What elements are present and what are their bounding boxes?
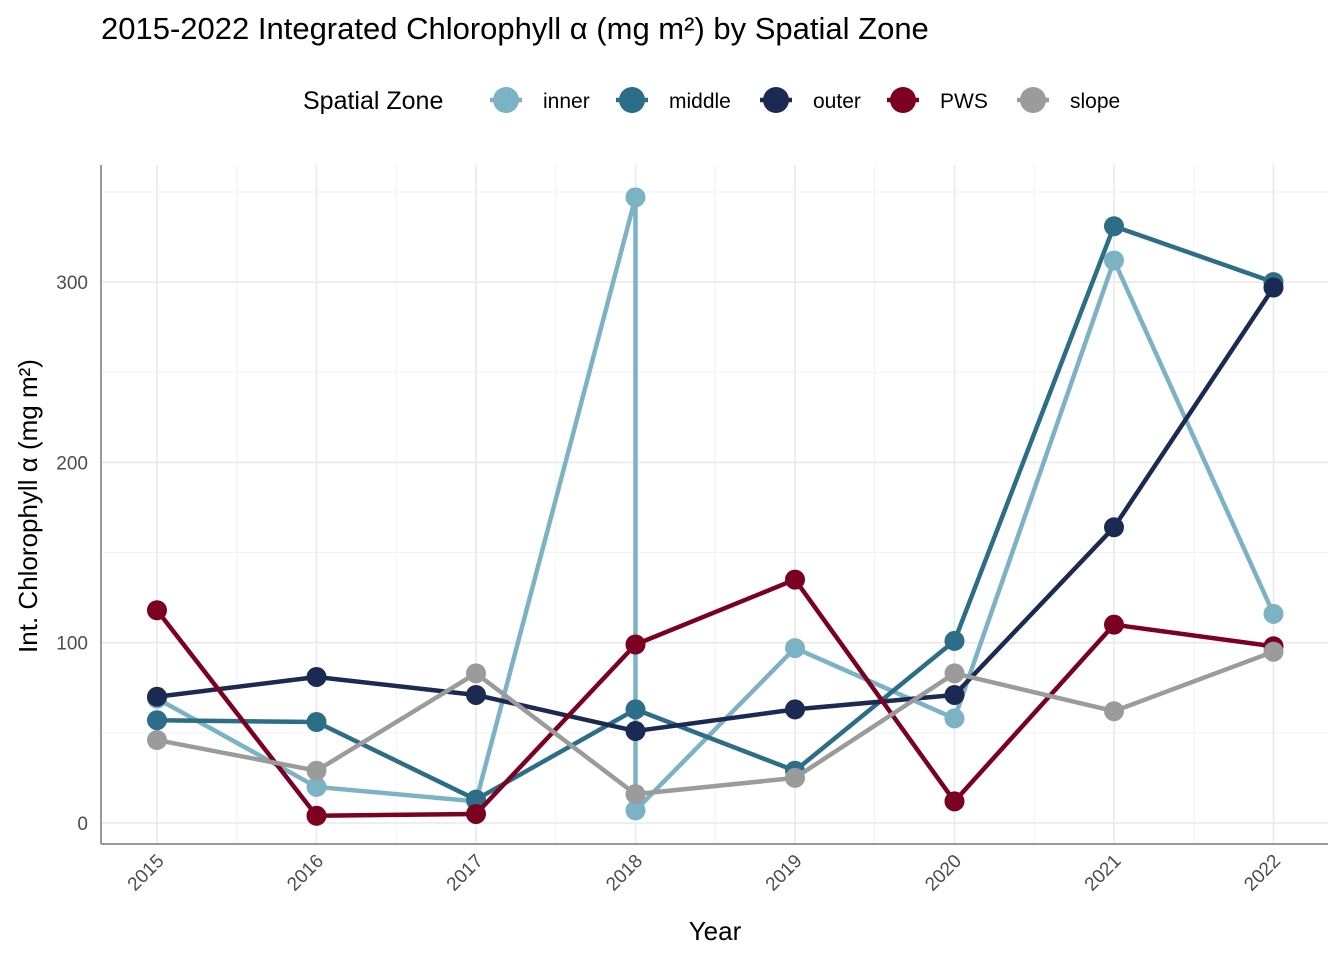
data-point (466, 803, 486, 824)
data-point (1263, 603, 1284, 624)
data-point (306, 666, 327, 687)
data-point (944, 708, 965, 729)
legend-label: outer (813, 90, 861, 113)
data-point (944, 630, 965, 651)
legend-label: PWS (940, 90, 988, 113)
data-point (625, 784, 646, 805)
data-point (147, 686, 167, 707)
data-point (1104, 517, 1124, 538)
legend-label: middle (669, 90, 731, 113)
x-tick-label: 2021 (1081, 851, 1126, 896)
data-point (1104, 614, 1124, 635)
data-point (466, 684, 486, 705)
series-inner (147, 187, 1284, 821)
data-point (1263, 277, 1284, 298)
data-point (306, 712, 327, 733)
series-line-slope (154, 649, 1276, 797)
legend-key-point (493, 87, 519, 113)
data-point (1104, 216, 1124, 237)
data-point (785, 638, 805, 659)
chart-title: 2015-2022 Integrated Chlorophyll α (mg m… (101, 11, 929, 46)
data-point (785, 569, 805, 590)
x-tick-label: 2022 (1240, 851, 1285, 896)
series-outer (147, 277, 1284, 742)
data-point (147, 600, 167, 621)
data-point (1263, 641, 1284, 662)
legend-key-point (1020, 87, 1046, 113)
x-tick-label: 2015 (124, 851, 169, 896)
data-point (466, 789, 486, 810)
y-tick-label: 200 (56, 453, 88, 474)
data-point (625, 721, 646, 742)
data-point (147, 730, 167, 751)
data-point (1104, 701, 1124, 722)
legend-item-slope: slope (1017, 87, 1120, 113)
data-point (147, 710, 167, 731)
data-point (1104, 250, 1124, 271)
axes: 0 100 200 300 2015 2016 2017 2018 2019 2020 2021 20… (56, 165, 1328, 895)
x-axis-title: Year (689, 916, 742, 946)
legend-item-middle: middle (616, 87, 731, 113)
data-point (466, 663, 486, 684)
series-line-middle (154, 223, 1276, 802)
legend-item-outer: outer (760, 87, 861, 113)
data-point (625, 634, 646, 655)
data-point (944, 791, 965, 812)
x-tick-label: 2019 (762, 851, 807, 896)
series-slope (147, 641, 1284, 805)
y-tick-label: 100 (56, 634, 88, 655)
y-tick-label: 0 (77, 814, 88, 835)
legend-item-inner: inner (490, 87, 590, 113)
data-point (625, 187, 646, 208)
legend: Spatial Zone inner middle outer PWS slope (303, 87, 1120, 115)
data-point (306, 760, 327, 781)
x-tick-label: 2020 (921, 851, 966, 896)
legend-title: Spatial Zone (303, 87, 443, 115)
data-point (944, 663, 965, 684)
x-tick-label: 2018 (602, 851, 647, 896)
legend-key-point (619, 87, 645, 113)
data-point (785, 767, 805, 788)
y-axis-title: Int. Chlorophyll α (mg m²) (13, 359, 43, 653)
x-tick-label: 2016 (283, 851, 328, 896)
y-tick-label: 300 (56, 273, 88, 294)
series-line-pws (154, 577, 1276, 819)
legend-label: inner (543, 90, 590, 113)
data-point (306, 805, 327, 826)
legend-key-point (890, 87, 916, 113)
data-point (944, 684, 965, 705)
data-point (785, 699, 805, 720)
legend-item-pws: PWS (887, 87, 988, 113)
legend-label: slope (1070, 90, 1120, 113)
data-point (625, 699, 646, 720)
data-point (625, 800, 646, 821)
data-point (306, 776, 327, 797)
series-layer (147, 187, 1284, 826)
series-line-outer (154, 285, 1276, 734)
x-tick-label: 2017 (443, 851, 488, 896)
legend-key-point (763, 87, 789, 113)
